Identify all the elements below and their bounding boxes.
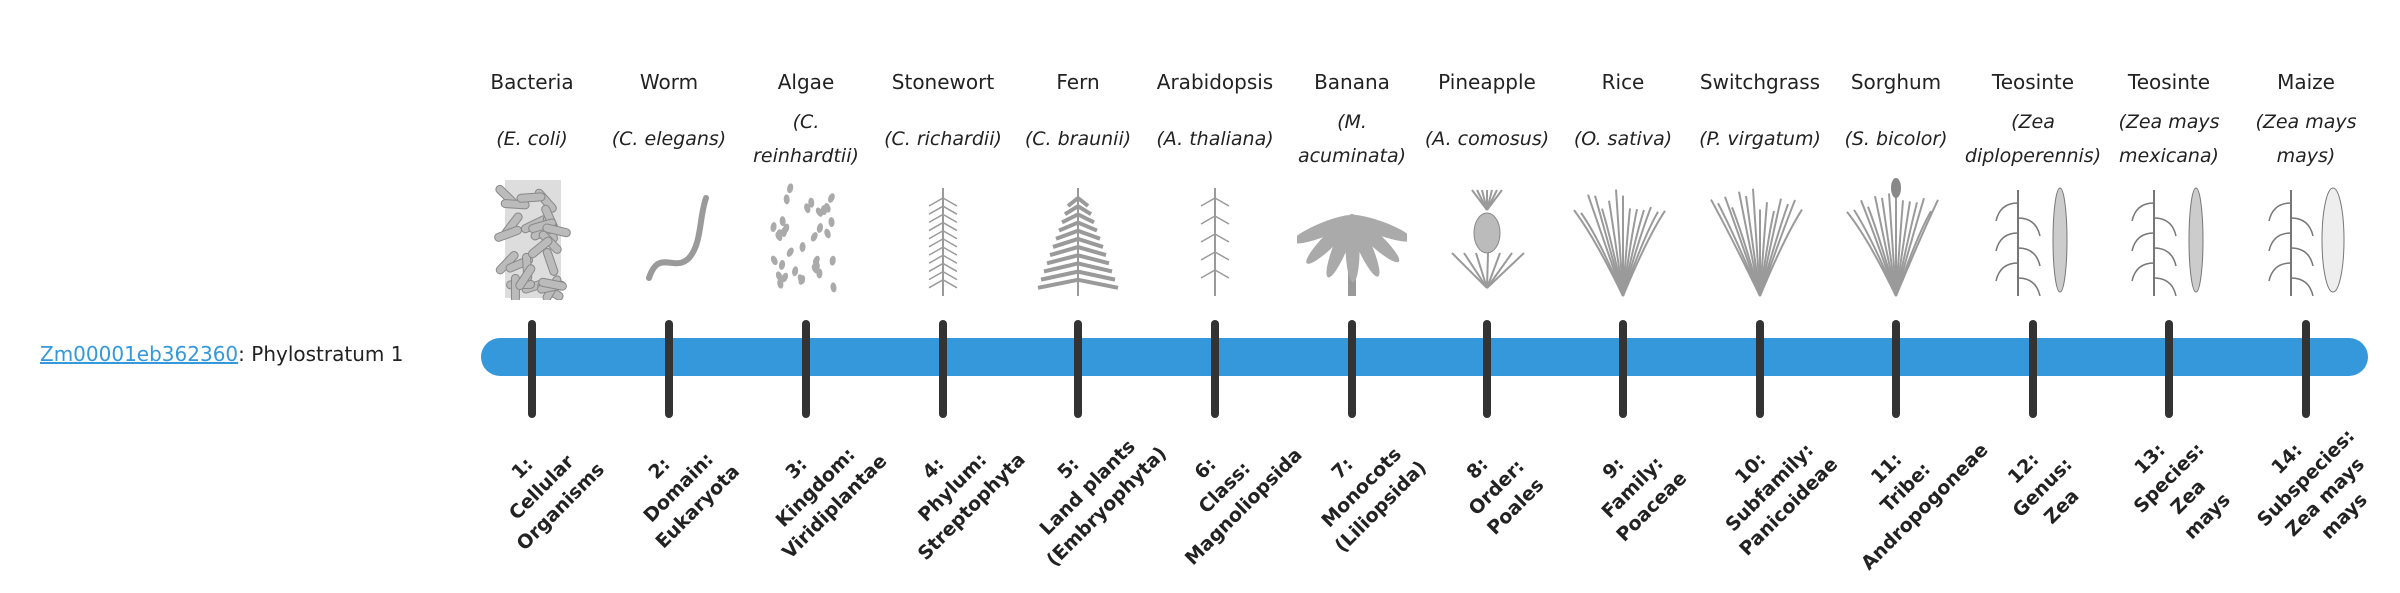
organism-common-name: Switchgrass (1699, 70, 1821, 94)
stratum-tick (1348, 320, 1356, 418)
organism-common-name: Worm (639, 70, 699, 94)
organism-species-name: (P. virgatum) (1699, 128, 1821, 150)
organism-column: Worm (C. elegans) (601, 62, 737, 304)
bacteria-icon (494, 180, 571, 303)
organism-species-name: (Zea diploperennis) (1964, 111, 2102, 167)
gene-label: Zm00001eb362360: Phylostratum 1 (40, 342, 403, 366)
stratum-tick (528, 320, 536, 418)
gene-id-link[interactable]: Zm00001eb362360 (40, 342, 239, 366)
pineapple-icon (1451, 189, 1525, 289)
fern-icon (1037, 188, 1119, 296)
worm-icon (646, 195, 709, 281)
teosinte-icon (1995, 187, 2068, 297)
stratum-rank-label: 2: Domain: Eukaryota (583, 392, 775, 584)
organism-species-name: (C. richardii) (884, 128, 1002, 150)
organism-common-name: Bacteria (490, 70, 574, 94)
organism-common-name: Maize (2277, 70, 2335, 94)
organism-species-name: (Zea mays mays) (2255, 111, 2357, 167)
stratum-tick (665, 320, 673, 418)
organism-common-name: Banana (1314, 70, 1390, 94)
organism-species-name: (A. thaliana) (1156, 128, 1274, 150)
stratum-tick (2029, 320, 2037, 418)
organism-common-name: Sorghum (1850, 70, 1942, 94)
organism-species-name: (M. acuminata) (1297, 111, 1407, 167)
stratum-rank-label: 10: Subfamily: Panicoideae (1674, 392, 1866, 584)
organism-species-name: (C. elegans) (611, 128, 727, 150)
algae-icon (770, 183, 837, 293)
organism-column: Algae (C. reinhardtii) (738, 62, 874, 304)
organism-column: Arabidopsis (A. thaliana) (1147, 62, 1283, 304)
organism-column: Maize (Zea mays mays) (2238, 62, 2374, 304)
stratum-tick (1211, 320, 1219, 418)
arabidopsis-icon (1200, 188, 1230, 296)
organism-column: Teosinte (Zea diploperennis) (1965, 62, 2101, 304)
organism-common-name: Teosinte (1991, 70, 2075, 94)
organism-column: Sorghum (S. bicolor) (1828, 62, 1964, 304)
stratum-rank-label: 11: Tribe: Andropogoneae (1810, 392, 2002, 584)
organism-column: Bacteria (E. coli) (464, 62, 600, 304)
organism-species-name: (E. coli) (496, 128, 568, 150)
organism-column: Teosinte (Zea mays mexicana) (2101, 62, 2237, 304)
organism-column: Stonewort (C. richardii) (875, 62, 1011, 304)
phylostratum-text: : Phylostratum 1 (238, 342, 404, 366)
organism-column: Pineapple (A. comosus) (1419, 62, 1555, 304)
organism-common-name: Rice (1601, 70, 1645, 94)
stratum-tick (939, 320, 947, 418)
stonewort-icon (928, 188, 958, 296)
organism-column: Switchgrass (P. virgatum) (1692, 62, 1828, 304)
teosinte-icon (2131, 187, 2204, 297)
stratum-tick (2302, 320, 2310, 418)
stratum-rank-label: 3: Kingdom: Viridiplantae (720, 392, 912, 584)
phylostrata-timeline-bar (481, 338, 2368, 376)
organism-column: Fern (C. braunii) (1010, 62, 1146, 304)
maize-icon (2268, 187, 2345, 297)
rice-icon (1573, 189, 1666, 297)
sorghum-icon (1846, 178, 1939, 297)
organism-common-name: Arabidopsis (1156, 70, 1274, 94)
stratum-tick (1756, 320, 1764, 418)
organism-species-name: (S. bicolor) (1844, 128, 1948, 150)
organism-common-name: Fern (1056, 70, 1100, 94)
stratum-tick (1892, 320, 1900, 418)
stratum-tick (802, 320, 810, 418)
organism-common-name: Teosinte (2127, 70, 2211, 94)
organism-species-name: (A. comosus) (1424, 128, 1550, 150)
organism-common-name: Algae (777, 70, 835, 94)
organism-species-name: (C. braunii) (1024, 128, 1132, 150)
organism-species-name: (O. sativa) (1573, 128, 1673, 150)
switchgrass-icon (1710, 188, 1803, 297)
organism-common-name: Pineapple (1438, 70, 1536, 94)
stratum-rank-label: 6: Class: Magnoliopsida (1129, 392, 1321, 584)
stratum-tick (1074, 320, 1082, 418)
organism-species-name: (Zea mays mexicana) (2118, 111, 2220, 167)
stratum-rank-label: 9: Family: Poaceae (1537, 392, 1729, 584)
banana-icon (1292, 214, 1413, 296)
stratum-tick (1483, 320, 1491, 418)
stratum-tick (1619, 320, 1627, 418)
organism-column: Rice (O. sativa) (1555, 62, 1691, 304)
stratum-tick (2165, 320, 2173, 418)
organism-column: Banana (M. acuminata) (1284, 62, 1420, 304)
stratum-rank-label: 1: Cellular Organisms (446, 392, 638, 584)
organism-species-name: (C. reinhardtii) (753, 111, 859, 167)
organism-common-name: Stonewort (891, 70, 995, 94)
